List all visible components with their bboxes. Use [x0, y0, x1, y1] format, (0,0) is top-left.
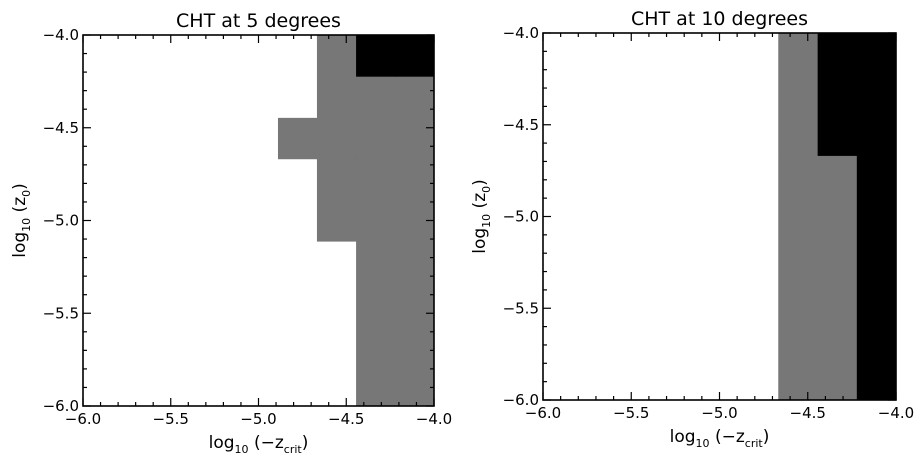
x-tick-label: −5.0: [701, 404, 737, 422]
heatmap-cell: [395, 117, 435, 160]
y-tick-label: −5.5: [503, 299, 539, 317]
heatmap-cell: [395, 35, 435, 77]
x-tick-label: −4.5: [790, 404, 826, 422]
heatmap-cell: [277, 76, 318, 118]
x-axis-label-mid: (−z: [249, 433, 284, 453]
heatmap-cell: [316, 117, 357, 160]
y-axis-label-subscript: 10: [20, 218, 33, 232]
y-axis-label-prefix: log: [470, 228, 490, 254]
y-tick-label: −6.0: [43, 397, 79, 415]
x-tick-label: −4.5: [328, 410, 364, 428]
axis-ticks: [542, 32, 897, 401]
heatmap-cell: [277, 117, 318, 160]
heatmap-cells: [83, 35, 435, 407]
y-tick-label: −4.0: [503, 24, 539, 42]
x-tick-label: −6.0: [65, 410, 101, 428]
x-axis-label: log10 (−zcrit): [209, 433, 309, 456]
heatmap-cell: [778, 155, 819, 401]
y-tick-label: −5.0: [43, 212, 79, 230]
heatmap-cell: [277, 35, 318, 77]
heatmap-cell: [356, 117, 396, 160]
heatmap-cell: [543, 33, 779, 156]
x-tick-label: −4.0: [878, 404, 914, 422]
y-axis-label: log10 (z0): [10, 183, 33, 258]
heatmap-cell: [316, 241, 357, 407]
x-axis-label: log10 (−zcrit): [670, 427, 770, 450]
y-tick-label: −4.5: [503, 116, 539, 134]
x-axis-label-prefix: log: [670, 427, 696, 447]
heatmap-cell: [277, 158, 318, 242]
x-axis-label-subscript2: crit: [284, 443, 303, 456]
x-tick-label: −5.5: [153, 410, 189, 428]
x-tick-label: −6.0: [525, 404, 561, 422]
chart-panel-cht-5-degrees: CHT at 5 degrees log10 (−zcrit) log10 (z…: [10, 10, 452, 456]
heatmap-cell: [316, 76, 357, 118]
heatmap-cell: [316, 158, 357, 242]
x-axis-label-suffix: ): [763, 427, 770, 447]
chart-title: CHT at 5 degrees: [176, 10, 341, 32]
y-axis-label-subscript2: 0: [480, 186, 493, 193]
x-axis-label-suffix: ): [302, 433, 309, 453]
heatmap-cell: [395, 76, 435, 118]
heatmap-cell: [83, 158, 279, 242]
y-tick-label: −5.5: [43, 304, 79, 322]
heatmap-cell: [778, 33, 819, 156]
heatmap-cell: [356, 241, 396, 407]
y-axis-label-suffix: ): [10, 183, 30, 190]
chart-title: CHT at 10 degrees: [631, 8, 808, 30]
y-axis-label-suffix: ): [470, 179, 490, 186]
heatmap-cell: [817, 155, 858, 401]
y-axis-label-mid: (z: [10, 197, 30, 218]
y-axis-label: log10 (z0): [470, 179, 493, 254]
heatmap-cell: [316, 35, 357, 77]
heatmap-cell: [543, 155, 779, 401]
y-tick-label: −4.0: [43, 26, 79, 44]
heatmap-cell: [856, 33, 897, 156]
x-tick-label: −4.0: [416, 410, 452, 428]
x-axis-label-subscript: 10: [696, 437, 710, 450]
y-axis-label-subscript: 10: [480, 214, 493, 228]
x-axis-label-subscript2: crit: [745, 437, 764, 450]
y-tick-label: −5.0: [503, 208, 539, 226]
heatmap-cell: [83, 35, 279, 77]
heatmap-cells: [543, 33, 897, 401]
y-axis-label-subscript2: 0: [20, 190, 33, 197]
heatmap-cell: [356, 158, 396, 242]
heatmap-cell: [395, 241, 435, 407]
y-axis-label-mid: (z: [470, 193, 490, 214]
heatmap-cell: [83, 241, 279, 407]
x-axis-label-prefix: log: [209, 433, 235, 453]
x-axis-label-mid: (−z: [710, 427, 745, 447]
heatmap-cell: [395, 158, 435, 242]
y-axis-label-prefix: log: [10, 232, 30, 258]
heatmap-cell: [856, 155, 897, 401]
chart-panel-cht-10-degrees: CHT at 10 degrees log10 (−zcrit) log10 (…: [470, 8, 914, 450]
x-tick-label: −5.0: [240, 410, 276, 428]
y-tick-label: −4.5: [43, 119, 79, 137]
heatmap-cell: [277, 241, 318, 407]
heatmap-cell: [83, 117, 279, 160]
heatmap-cell: [817, 33, 858, 156]
axis-ticks: [82, 34, 435, 407]
y-tick-label: −6.0: [503, 391, 539, 409]
heatmap-cell: [356, 35, 396, 77]
x-tick-label: −5.5: [613, 404, 649, 422]
heatmap-cell: [356, 76, 396, 118]
heatmap-cell: [83, 76, 279, 118]
x-axis-label-subscript: 10: [235, 443, 249, 456]
